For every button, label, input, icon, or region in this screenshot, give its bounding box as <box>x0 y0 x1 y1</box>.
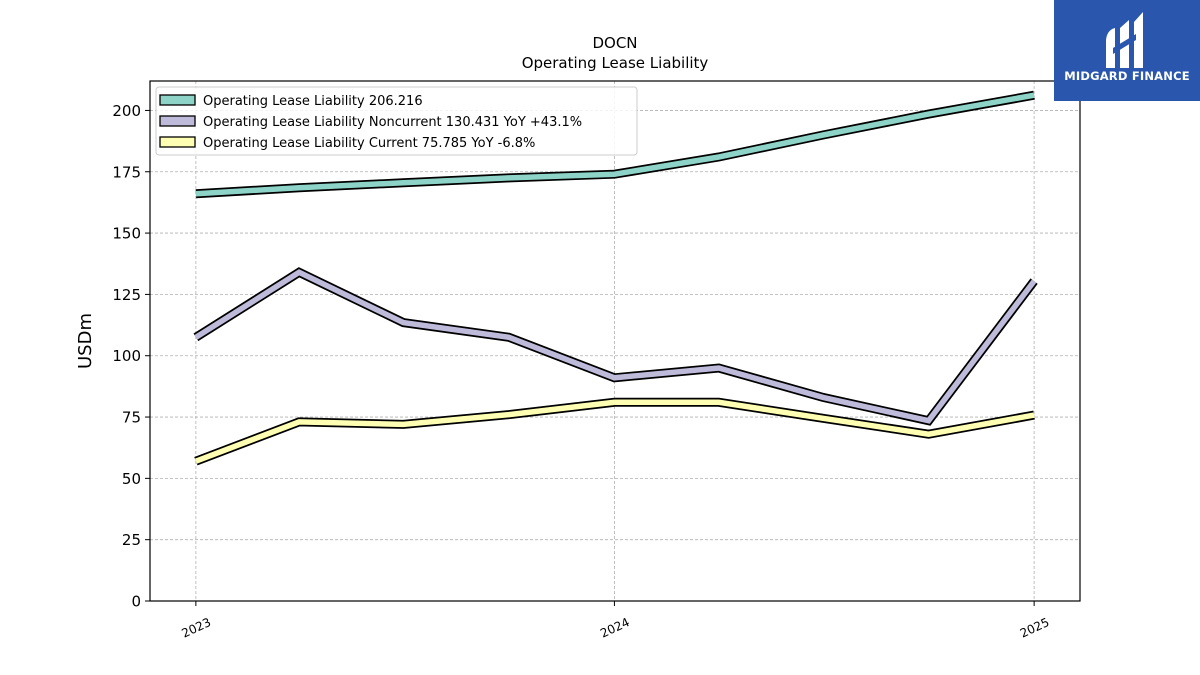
series-line <box>195 92 1035 197</box>
y-tick-label: 200 <box>112 102 141 120</box>
plot-frame <box>149 80 1081 602</box>
y-tick-label: 175 <box>112 163 141 181</box>
legend-label: Operating Lease Liability Noncurrent 130… <box>203 115 582 130</box>
chart-subtitle: Operating Lease Liability <box>522 54 709 72</box>
x-tick-label: 2024 <box>598 615 632 641</box>
y-tick-label: 100 <box>112 347 141 365</box>
legend-label: Operating Lease Liability 206.216 <box>203 94 423 109</box>
legend-box <box>155 86 638 156</box>
series-lines <box>193 90 1038 466</box>
brand-name: MIDGARD FINANCE <box>1064 69 1190 83</box>
legend-swatch <box>159 115 196 127</box>
brand-logo: MIDGARD FINANCE <box>1054 0 1200 101</box>
grid <box>150 81 1080 602</box>
axes: 0 25 50 75 100 125 150 175 200 2023 2024 2025 <box>112 102 1051 641</box>
y-tick-label: 0 <box>131 593 141 611</box>
legend-label: Operating Lease Liability Current 75.785… <box>203 136 535 151</box>
y-tick-label: 25 <box>122 531 141 549</box>
series-line <box>194 399 1035 464</box>
logo-mark-icon <box>1106 12 1143 68</box>
y-axis-label: USDm <box>75 313 96 369</box>
legend: Operating Lease Liability 206.216 Operati… <box>155 86 638 156</box>
x-tick-label: 2025 <box>1018 615 1052 641</box>
legend-swatch <box>159 136 196 148</box>
y-tick-label: 150 <box>112 225 141 243</box>
x-tick-label: 2023 <box>180 615 214 641</box>
y-tick-label: 50 <box>122 470 141 488</box>
y-tick-label: 125 <box>112 286 141 304</box>
legend-swatch <box>159 94 196 106</box>
series-line <box>194 269 1037 424</box>
y-tick-label: 75 <box>122 409 141 427</box>
chart-title: DOCN <box>592 34 637 52</box>
